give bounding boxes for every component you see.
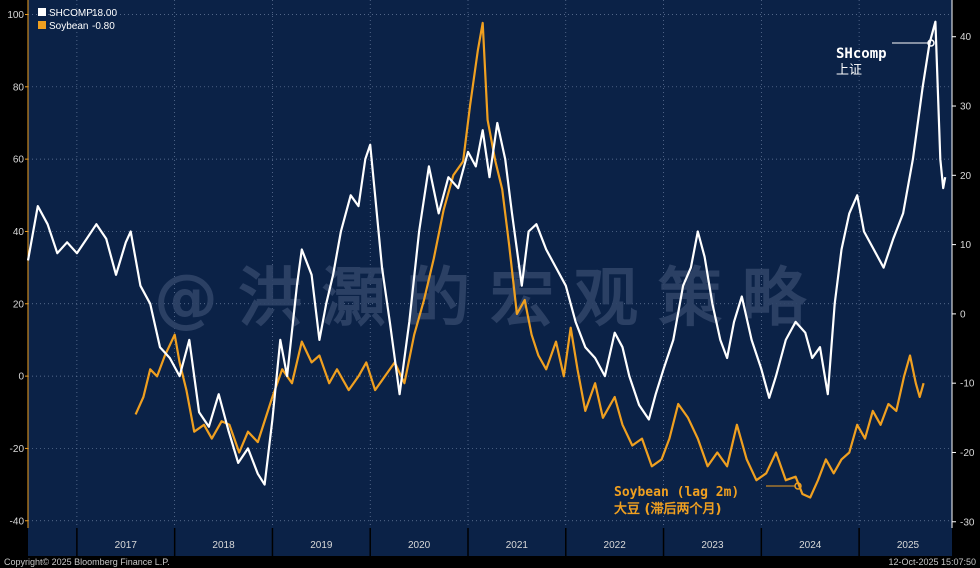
timestamp: 12-Oct-2025 15:07:50 — [888, 557, 976, 567]
right-tick-label: 30 — [960, 102, 972, 113]
legend-shcomp-value: 18.00 — [92, 8, 117, 19]
x-tick-label-2021: 2021 — [506, 540, 529, 551]
right-tick-label: -20 — [960, 448, 975, 459]
left-axis: 100 80 60 40 20 0 -20 -40 — [7, 0, 29, 528]
x-axis-background — [28, 528, 952, 556]
x-tick-label-2018: 2018 — [212, 540, 235, 551]
right-tick-label: -30 — [960, 517, 975, 528]
x-tick-label-2024: 2024 — [799, 540, 822, 551]
left-tick-label: -20 — [10, 444, 25, 455]
shcomp-callout-marker — [927, 39, 935, 47]
x-tick-label-2022: 2022 — [604, 540, 627, 551]
soybean-annotation-cn: 大豆 (滞后两个月) — [614, 501, 721, 517]
right-axis: 40 30 20 10 0 -10 -20 -30 — [951, 0, 975, 528]
left-tick-label: 0 — [18, 372, 24, 383]
legend-shcomp-swatch — [38, 8, 46, 16]
right-tick-label: -10 — [960, 379, 975, 390]
x-axis: 2017 2018 2019 2020 2021 2022 2023 2024 2025 — [115, 540, 920, 551]
legend-soybean-swatch — [38, 21, 46, 29]
right-tick-label: 40 — [960, 32, 972, 43]
shcomp-series-line — [26, 20, 947, 486]
soybean-annotation: Soybean (lag 2m) — [614, 485, 739, 500]
x-tick-label-2020: 2020 — [408, 540, 431, 551]
legend: SHCOMP 18.00 Soybean -0.80 — [38, 8, 117, 32]
copyright: Copyright© 2025 Bloomberg Finance L.P. — [4, 557, 170, 567]
watermark: @洪灝的宏观策略 — [154, 262, 826, 336]
left-tick-label: 60 — [13, 155, 25, 166]
right-tick-label: 10 — [960, 240, 972, 251]
plot-background — [28, 0, 952, 528]
left-tick-label: 20 — [13, 299, 25, 310]
left-tick-label: 100 — [7, 10, 24, 21]
x-tick-label-2019: 2019 — [310, 540, 333, 551]
soybean-callout-marker — [794, 482, 802, 490]
x-tick-label-2017: 2017 — [115, 540, 138, 551]
right-tick-label: 0 — [960, 309, 966, 320]
left-tick-label: -40 — [10, 516, 25, 527]
right-tick-label: 20 — [960, 171, 972, 182]
left-tick-label: 40 — [13, 227, 25, 238]
left-tick-label: 80 — [13, 82, 25, 93]
legend-soybean-value: -0.80 — [92, 21, 115, 32]
x-tick-label-2023: 2023 — [701, 540, 724, 551]
gridlines — [28, 0, 952, 556]
legend-soybean-name: Soybean — [49, 21, 88, 32]
soybean-series-line — [134, 21, 925, 499]
legend-shcomp-name: SHCOMP — [49, 8, 93, 19]
x-tick-label-2025: 2025 — [897, 540, 920, 551]
shcomp-annotation: SHcomp — [836, 46, 887, 62]
shcomp-annotation-cn: 上证 — [836, 63, 862, 78]
